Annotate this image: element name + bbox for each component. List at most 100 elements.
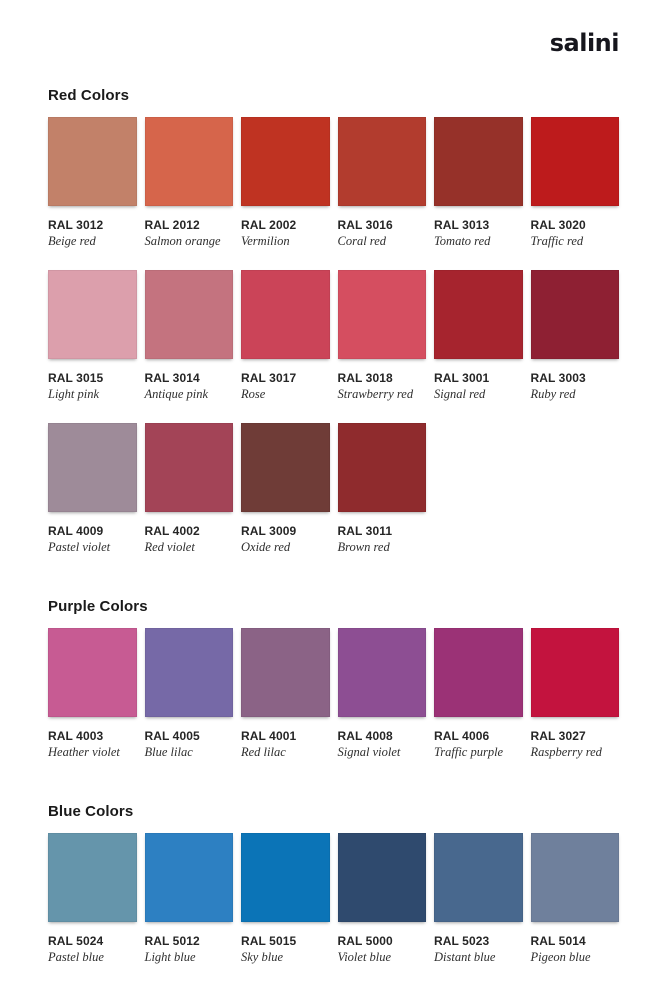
color-swatch: [144, 628, 233, 717]
color-sections: Red Colors RAL 3012 Beige red RAL 2012 S…: [48, 88, 619, 964]
swatch-caption: RAL 4008 Signal violet: [338, 729, 427, 759]
swatch-ral-code: RAL 3014: [144, 371, 200, 385]
swatch-color-name: Light pink: [48, 387, 100, 401]
swatch-color-name: Sky blue: [241, 950, 283, 964]
swatch-color-name: Distant blue: [434, 950, 496, 964]
swatch-caption: RAL 4001 Red lilac: [241, 729, 330, 759]
swatch-ral-code: RAL 5012: [144, 934, 200, 948]
swatch-caption: RAL 3014 Antique pink: [145, 371, 234, 401]
swatch-caption: RAL 3009 Oxide red: [241, 524, 330, 554]
swatch-cell: RAL 4002 Red violet: [144, 423, 234, 554]
brand-header: salini: [48, 0, 620, 57]
color-swatch: [434, 833, 523, 922]
color-swatch: [48, 117, 137, 206]
swatch-caption: RAL 4002 Red violet: [145, 524, 234, 554]
swatch-ral-code: RAL 3013: [434, 218, 490, 232]
swatch-ral-code: RAL 5023: [434, 934, 490, 948]
swatch-color-name: Coral red: [337, 234, 387, 248]
swatch-color-name: Beige red: [48, 234, 96, 248]
swatch-caption: RAL 4005 Blue lilac: [145, 729, 234, 759]
swatch-caption: RAL 3003 Ruby red: [531, 371, 620, 401]
swatch-cell: RAL 3001 Signal red: [434, 270, 523, 401]
swatch-cell: RAL 5023 Distant blue: [434, 833, 523, 964]
swatch-color-name: Heather violet: [48, 745, 120, 759]
swatch-ral-code: RAL 4003: [48, 729, 104, 743]
swatch-caption: RAL 3027 Raspberry red: [531, 729, 620, 759]
color-swatch: [434, 270, 523, 359]
swatch-cell: RAL 4006 Traffic purple: [434, 628, 523, 759]
swatch-caption: RAL 3015 Light pink: [48, 371, 137, 401]
swatch-ral-code: RAL 3017: [241, 371, 297, 385]
color-swatch: [241, 117, 330, 206]
swatch-caption: RAL 3017 Rose: [241, 371, 330, 401]
swatch-caption: RAL 4009 Pastel violet: [48, 524, 137, 554]
swatch-ral-code: RAL 3015: [48, 371, 104, 385]
color-swatch: [434, 628, 523, 717]
swatch-color-name: Pastel violet: [48, 540, 111, 554]
swatch-caption: RAL 3011 Brown red: [338, 524, 427, 554]
section-title: Purple Colors: [48, 598, 148, 615]
swatch-ral-code: RAL 2012: [144, 218, 200, 232]
swatch-color-name: Salmon orange: [144, 234, 221, 248]
color-swatch: [337, 833, 426, 922]
color-swatch: [337, 628, 426, 717]
swatch-cell: RAL 3014 Antique pink: [144, 270, 234, 401]
color-section: Purple Colors RAL 4003 Heather violet RA…: [48, 599, 619, 759]
color-section: Red Colors RAL 3012 Beige red RAL 2012 S…: [48, 88, 619, 554]
swatch-color-name: Tomato red: [434, 234, 491, 248]
color-swatch: [530, 270, 619, 359]
swatch-cell: RAL 3013 Tomato red: [434, 117, 523, 248]
swatch-grid: RAL 4003 Heather violet RAL 4005 Blue li…: [48, 628, 619, 759]
color-swatch: [337, 117, 426, 206]
swatch-ral-code: RAL 5024: [48, 934, 104, 948]
swatch-color-name: Signal violet: [337, 745, 401, 759]
swatch-ral-code: RAL 3001: [434, 371, 490, 385]
swatch-color-name: Signal red: [434, 387, 486, 401]
swatch-caption: RAL 3018 Strawberry red: [338, 371, 427, 401]
color-swatch: [241, 833, 330, 922]
swatch-cell: RAL 3003 Ruby red: [530, 270, 620, 401]
swatch-color-name: Ruby red: [530, 387, 576, 401]
swatch-ral-code: RAL 4005: [144, 729, 200, 743]
color-swatch: [144, 833, 233, 922]
swatch-cell: RAL 3015 Light pink: [48, 270, 137, 401]
color-swatch: [48, 628, 137, 717]
brand-logo: salini: [549, 29, 620, 57]
swatch-ral-code: RAL 5015: [241, 934, 297, 948]
color-section: Blue Colors RAL 5024 Pastel blue RAL 501…: [48, 804, 619, 964]
swatch-cell: RAL 4008 Signal violet: [337, 628, 427, 759]
swatch-caption: RAL 2012 Salmon orange: [145, 218, 234, 248]
swatch-ral-code: RAL 4008: [337, 729, 393, 743]
swatch-ral-code: RAL 4001: [241, 729, 297, 743]
swatch-color-name: Traffic purple: [434, 745, 504, 759]
swatch-cell: RAL 2002 Vermilion: [241, 117, 330, 248]
swatch-ral-code: RAL 3003: [530, 371, 586, 385]
swatch-caption: RAL 5024 Pastel blue: [48, 934, 137, 964]
swatch-ral-code: RAL 4009: [48, 524, 104, 538]
color-swatch: [144, 270, 233, 359]
swatch-cell: RAL 4005 Blue lilac: [144, 628, 234, 759]
swatch-caption: RAL 3016 Coral red: [338, 218, 427, 248]
swatch-caption: RAL 3013 Tomato red: [434, 218, 523, 248]
swatch-cell: RAL 4003 Heather violet: [48, 628, 137, 759]
swatch-color-name: Brown red: [337, 540, 390, 554]
color-swatch: [144, 117, 233, 206]
color-swatch: [530, 833, 619, 922]
color-swatch: [144, 423, 233, 512]
swatch-caption: RAL 5023 Distant blue: [434, 934, 523, 964]
swatch-cell: RAL 3012 Beige red: [48, 117, 137, 248]
swatch-cell: RAL 4001 Red lilac: [241, 628, 330, 759]
swatch-cell: RAL 5015 Sky blue: [241, 833, 330, 964]
color-swatch: [530, 117, 619, 206]
swatch-color-name: Light blue: [144, 950, 196, 964]
swatch-ral-code: RAL 3018: [337, 371, 393, 385]
swatch-cell: RAL 3016 Coral red: [337, 117, 427, 248]
swatch-color-name: Pigeon blue: [530, 950, 591, 964]
color-swatch: [48, 270, 137, 359]
swatch-ral-code: RAL 3027: [530, 729, 586, 743]
section-title: Red Colors: [48, 87, 130, 104]
swatch-caption: RAL 2002 Vermilion: [241, 218, 330, 248]
swatch-color-name: Pastel blue: [48, 950, 104, 964]
swatch-ral-code: RAL 3020: [530, 218, 586, 232]
